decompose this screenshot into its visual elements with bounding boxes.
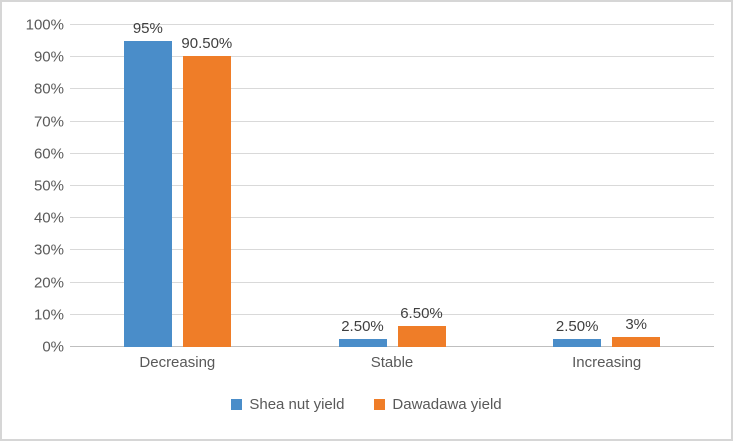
- bar-dawadawa-yield-increasing: [612, 337, 661, 347]
- legend: Shea nut yield Dawadawa yield: [2, 396, 731, 413]
- x-category-label-stable: Stable: [370, 354, 414, 371]
- bar-value-label: 6.50%: [400, 305, 443, 323]
- bar-value-label: 95%: [132, 20, 163, 38]
- bar-value-label: 2.50%: [555, 317, 599, 335]
- x-category-label-decreasing: Decreasing: [139, 354, 216, 371]
- gridline: [70, 56, 714, 58]
- bar-shea-nut-yield-stable: [338, 338, 387, 347]
- bar-dawadawa-yield-stable: [397, 326, 446, 347]
- y-tick-label: 90%: [33, 48, 64, 66]
- gridline: [70, 313, 714, 315]
- y-tick-label: 100%: [25, 16, 64, 34]
- legend-label: Shea nut yield: [249, 396, 345, 413]
- legend-swatch: [374, 399, 386, 410]
- y-tick-label: 10%: [33, 306, 64, 324]
- gridline: [70, 185, 714, 186]
- gridline: [70, 249, 714, 251]
- x-axis: Decreasing Stable Increasing: [70, 354, 714, 376]
- bar-value-label: 2.50%: [341, 317, 384, 335]
- x-axis-line: [70, 346, 714, 347]
- legend-item-shea-nut-yield: Shea nut yield: [231, 396, 344, 413]
- gridline: [70, 120, 714, 122]
- plot-area: 95% 90.50% 2.50% 6.50% 2.50% 3%: [70, 21, 714, 347]
- bar-value-label: 3%: [625, 316, 647, 334]
- bar-shea-nut-yield-increasing: [553, 338, 602, 347]
- bar-shea-nut-yield-decreasing: [123, 41, 172, 347]
- y-tick-label: 60%: [33, 145, 64, 163]
- gridline: [70, 152, 714, 154]
- gridline: [70, 281, 714, 283]
- y-tick-label: 50%: [33, 177, 64, 195]
- y-tick-label: 70%: [33, 113, 64, 131]
- legend-swatch: [231, 399, 243, 410]
- gridline: [70, 217, 714, 219]
- gridline: [70, 24, 714, 25]
- legend-item-dawadawa-yield: Dawadawa yield: [374, 396, 502, 413]
- y-tick-label: 40%: [33, 209, 64, 227]
- y-tick-label: 20%: [33, 274, 64, 292]
- legend-label: Dawadawa yield: [392, 396, 502, 413]
- y-tick-label: 0%: [42, 338, 64, 356]
- y-tick-label: 30%: [33, 241, 64, 259]
- bar-value-label: 90.50%: [181, 34, 233, 52]
- x-category-label-increasing: Increasing: [572, 354, 642, 371]
- gridline: [70, 88, 714, 90]
- y-axis: 0% 10% 20% 30% 40% 50% 60% 70% 80% 90% 100%: [2, 17, 64, 356]
- y-tick-label: 80%: [33, 80, 64, 98]
- bar-dawadawa-yield-decreasing: [182, 55, 231, 347]
